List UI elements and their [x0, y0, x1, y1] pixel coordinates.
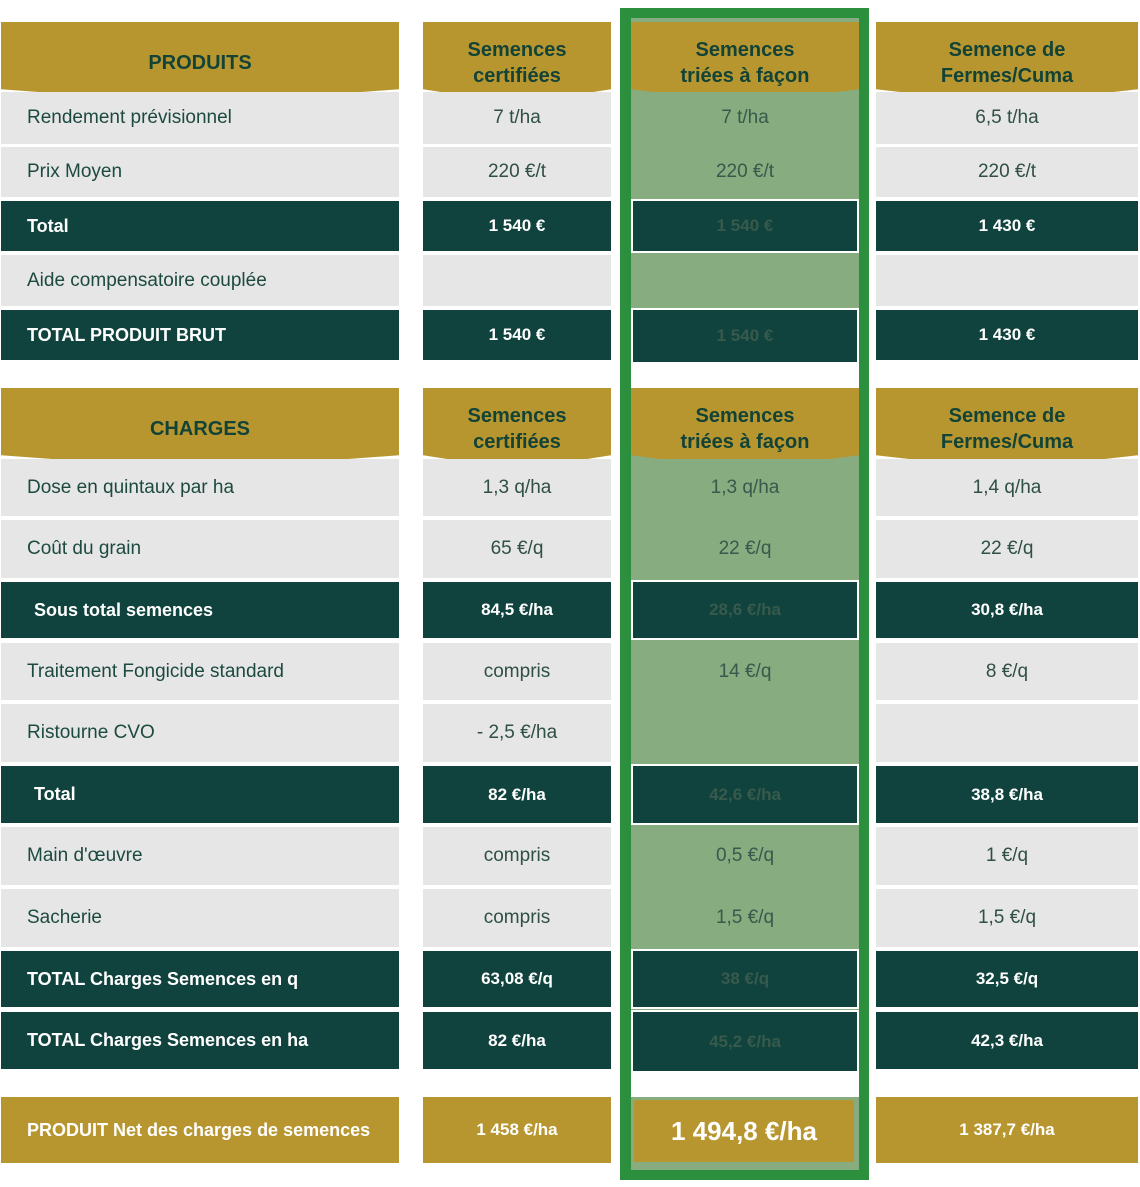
col1-header: Semences certifiées	[423, 388, 611, 470]
table-row-label: Coût du grain	[1, 520, 399, 578]
table-cell: 42,3 €/ha	[876, 1012, 1138, 1069]
net-product-value: 1 458 €/ha	[423, 1097, 611, 1163]
table-row-label: Total	[1, 201, 399, 251]
table-cell: 220 €/t	[631, 147, 859, 197]
table-cell: 30,8 €/ha	[876, 582, 1138, 638]
table-cell: 1,3 q/ha	[631, 459, 859, 516]
produits-header: PRODUITS	[1, 22, 399, 104]
table-row-label: TOTAL Charges Semences en ha	[1, 1012, 399, 1069]
col3-header: Semence de Fermes/Cuma	[876, 388, 1138, 470]
table-cell: 1 540 €	[631, 308, 859, 364]
table-cell: compris	[423, 827, 611, 885]
table-cell: 1 430 €	[876, 201, 1138, 251]
table-cell: 1 540 €	[631, 199, 859, 253]
table-row-label: Sous total semences	[1, 582, 399, 638]
net-product-value: 1 387,7 €/ha	[876, 1097, 1138, 1163]
table-cell	[876, 704, 1138, 762]
section-gap	[631, 1073, 859, 1097]
table-cell: 22 €/q	[876, 520, 1138, 578]
table-cell: 42,6 €/ha	[631, 764, 859, 825]
section-gap	[631, 364, 859, 388]
table-cell: 22 €/q	[631, 520, 859, 578]
col1-header-line1: Semences	[467, 39, 567, 61]
table-row-label: Sacherie	[1, 889, 399, 947]
table-row-label: Ristourne CVO	[1, 704, 399, 762]
table-cell: 1 €/q	[876, 827, 1138, 885]
col3-header-line1: Semence de	[948, 39, 1066, 61]
table-cell: 84,5 €/ha	[423, 582, 611, 638]
table-cell: 7 t/ha	[423, 92, 611, 144]
col2-header-line2: triées à façon	[680, 431, 810, 453]
table-row-label: Rendement prévisionnel	[1, 92, 399, 144]
table-cell: 1 430 €	[876, 310, 1138, 360]
table-cell: 6,5 t/ha	[876, 92, 1138, 144]
table-row-label: Traitement Fongicide standard	[1, 643, 399, 700]
table-row-label: Prix Moyen	[1, 147, 399, 197]
table-row-label: Total	[1, 766, 399, 823]
table-cell: compris	[423, 643, 611, 700]
table-cell	[631, 255, 859, 306]
net-product-value-highlight: 1 494,8 €/ha	[634, 1100, 854, 1162]
col3-header-line2: Fermes/Cuma	[940, 431, 1074, 453]
table-cell: 32,5 €/q	[876, 951, 1138, 1007]
table-cell: 1,4 q/ha	[876, 459, 1138, 516]
table-cell: 82 €/ha	[423, 1012, 611, 1069]
table-cell: 38,8 €/ha	[876, 766, 1138, 823]
produits-title: PRODUITS	[148, 52, 252, 74]
col2-header-line1: Semences	[695, 405, 795, 427]
table-cell: 220 €/t	[423, 147, 611, 197]
table-cell: 82 €/ha	[423, 766, 611, 823]
table-cell: 8 €/q	[876, 643, 1138, 700]
table-cell: 1 540 €	[423, 201, 611, 251]
table-row-label: Aide compensatoire couplée	[1, 255, 399, 306]
table-row-label: TOTAL PRODUIT BRUT	[1, 310, 399, 360]
table-cell: 7 t/ha	[631, 92, 859, 144]
table-cell: 14 €/q	[631, 643, 859, 700]
table-row-label: Main d'œuvre	[1, 827, 399, 885]
col1-header: Semences certifiées	[423, 22, 611, 104]
charges-title: CHARGES	[149, 418, 250, 440]
col3-header: Semence de Fermes/Cuma	[876, 22, 1138, 104]
col1-header-line2: certifiées	[473, 65, 561, 87]
table-cell: 65 €/q	[423, 520, 611, 578]
charges-header: CHARGES	[1, 388, 399, 470]
col3-header-line1: Semence de	[948, 405, 1066, 427]
table-cell: 45,2 €/ha	[631, 1010, 859, 1073]
col1-header-line2: certifiées	[473, 431, 561, 453]
table-cell	[876, 255, 1138, 306]
table-cell: 38 €/q	[631, 949, 859, 1009]
table-cell: compris	[423, 889, 611, 947]
col2-header: Semences triées à façon	[631, 22, 859, 104]
table-cell: 1,5 €/q	[876, 889, 1138, 947]
table-cell	[631, 704, 859, 762]
col1-header-line1: Semences	[467, 405, 567, 427]
table-row-label: TOTAL Charges Semences en q	[1, 951, 399, 1007]
table-row-label: Dose en quintaux par ha	[1, 459, 399, 516]
col2-header-line1: Semences	[695, 39, 795, 61]
col2-header: Semences triées à façon	[631, 388, 859, 470]
table-cell: 0,5 €/q	[631, 827, 859, 885]
table-cell	[423, 255, 611, 306]
col3-header-line2: Fermes/Cuma	[940, 65, 1074, 87]
table-cell: 220 €/t	[876, 147, 1138, 197]
table-cell: 28,6 €/ha	[631, 580, 859, 640]
table-cell: 1,3 q/ha	[423, 459, 611, 516]
table-cell: - 2,5 €/ha	[423, 704, 611, 762]
table-cell: 63,08 €/q	[423, 951, 611, 1007]
net-product-label: PRODUIT Net des charges de semences	[1, 1097, 399, 1163]
table-cell: 1,5 €/q	[631, 889, 859, 947]
table-cell: 1 540 €	[423, 310, 611, 360]
col2-header-line2: triées à façon	[680, 65, 810, 87]
